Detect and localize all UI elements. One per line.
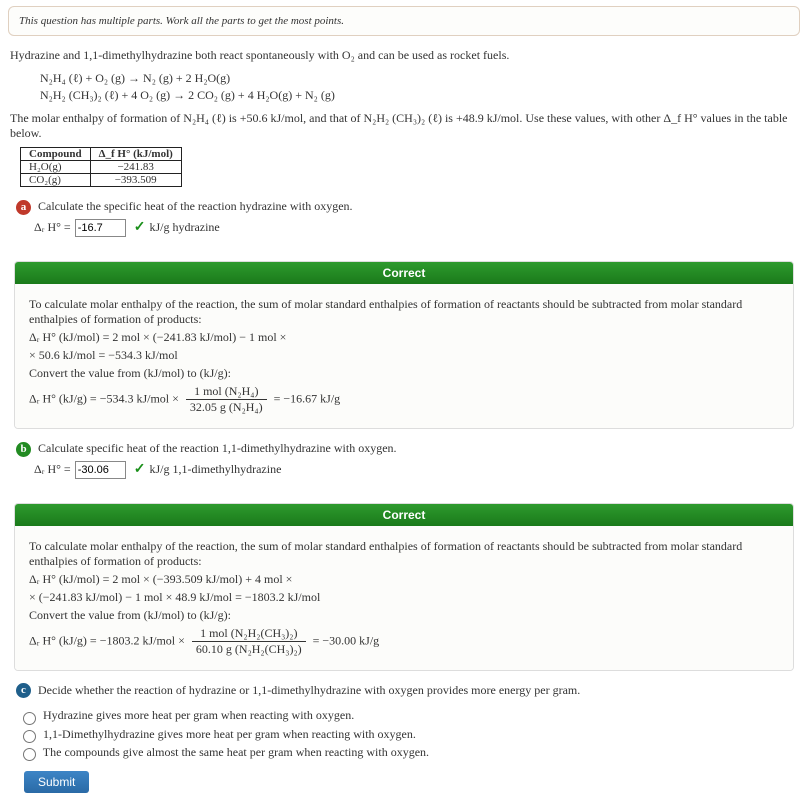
option-1-label: 1,1-Dimethylhydrazine gives more heat pe… (43, 727, 416, 741)
option-0-label: Hydrazine gives more heat per gram when … (43, 708, 354, 722)
part-b-answer-row: Δᵣ H° = ✓ kJ/g 1,1-dimethylhydrazine (34, 461, 798, 479)
delta-h-label: Δᵣ H° = (34, 462, 71, 477)
table-header-compound: Compound (21, 148, 91, 161)
feedback-b-body: To calculate molar enthalpy of the react… (15, 526, 793, 670)
table-header-value: Δ_f H° (kJ/mol) (90, 148, 181, 161)
feedback-a-eq1b: × 50.6 kJ/mol = −534.3 kJ/mol (29, 348, 779, 363)
fraction: 1 mol (N₂H₄) 32.05 g (N₂H₄) (186, 384, 267, 415)
submit-button[interactable]: Submit (24, 771, 89, 793)
frac-top: 1 mol (N₂H₂(CH₃)₂) (192, 626, 306, 642)
part-a-answer-row: Δᵣ H° = ✓ kJ/g hydrazine (34, 219, 798, 237)
eq2-right: = −16.67 kJ/g (274, 391, 341, 405)
reaction-block: N₂H₄ (ℓ) + O₂ (g) → N₂ (g) + 2 H₂O(g) N₂… (0, 71, 808, 111)
feedback-b-eq1b: × (−241.83 kJ/mol) − 1 mol × 48.9 kJ/mol… (29, 590, 779, 605)
feedback-b: Correct To calculate molar enthalpy of t… (14, 503, 794, 671)
table-cell-compound: CO₂(g) (21, 174, 91, 187)
frac-bot: 32.05 g (N₂H₄) (186, 400, 267, 415)
intro-text: Hydrazine and 1,1-dimethylhydrazine both… (0, 48, 808, 69)
table-cell-compound: H₂O(g) (21, 161, 91, 174)
reaction-1: N₂H₄ (ℓ) + O₂ (g) → N₂ (g) + 2 H₂O(g) (40, 71, 808, 86)
part-a: a Calculate the specific heat of the rea… (0, 197, 808, 251)
part-a-marker: a (16, 200, 31, 215)
frac-bot: 60.10 g (N₂H₂(CH₃)₂) (192, 642, 306, 657)
table-cell-value: −393.509 (90, 174, 181, 187)
part-b-input[interactable] (75, 461, 126, 479)
feedback-b-header: Correct (15, 504, 793, 526)
part-a-prompt: Calculate the specific heat of the react… (38, 199, 353, 213)
radio-option-2[interactable] (23, 748, 36, 761)
check-icon: ✓ (134, 461, 146, 478)
feedback-a-header: Correct (15, 262, 793, 284)
part-b: b Calculate specific heat of the reactio… (0, 439, 808, 493)
enthalpy-table-wrap: Compound Δ_f H° (kJ/mol) H₂O(g) −241.83 … (0, 147, 808, 197)
enthalpy-table: Compound Δ_f H° (kJ/mol) H₂O(g) −241.83 … (20, 147, 182, 187)
eq2-left: Δᵣ H° (kJ/g) = −534.3 kJ/mol × (29, 391, 179, 405)
feedback-b-line2: Convert the value from (kJ/mol) to (kJ/g… (29, 608, 779, 623)
molar-enthalpy-sentence: The molar enthalpy of formation of N₂H₄ … (0, 111, 808, 147)
part-b-unit: kJ/g 1,1-dimethylhydrazine (149, 462, 281, 477)
reaction-2: N₂H₂ (CH₃)₂ (ℓ) + 4 O₂ (g) → 2 CO₂ (g) +… (40, 88, 808, 103)
check-icon: ✓ (134, 219, 146, 236)
radio-option-0[interactable] (23, 712, 36, 725)
feedback-b-line1: To calculate molar enthalpy of the react… (29, 539, 779, 569)
note-text: This question has multiple parts. Work a… (19, 15, 344, 27)
frac-top: 1 mol (N₂H₄) (186, 384, 267, 400)
part-b-marker: b (16, 442, 31, 457)
part-a-input[interactable] (75, 219, 126, 237)
part-b-prompt: Calculate specific heat of the reaction … (38, 441, 397, 455)
part-c-option-0: Hydrazine gives more heat per gram when … (18, 708, 808, 724)
part-c: c Decide whether the reaction of hydrazi… (0, 681, 808, 707)
part-a-unit: kJ/g hydrazine (149, 220, 219, 235)
part-c-option-1: 1,1-Dimethylhydrazine gives more heat pe… (18, 727, 808, 743)
feedback-a-line1: To calculate molar enthalpy of the react… (29, 297, 779, 327)
table-cell-value: −241.83 (90, 161, 181, 174)
feedback-a-eq1: Δᵣ H° (kJ/mol) = 2 mol × (−241.83 kJ/mol… (29, 330, 779, 345)
eq2-left: Δᵣ H° (kJ/g) = −1803.2 kJ/mol × (29, 633, 185, 647)
delta-h-label: Δᵣ H° = (34, 220, 71, 235)
option-2-label: The compounds give almost the same heat … (43, 745, 429, 759)
feedback-a-eq2: Δᵣ H° (kJ/g) = −534.3 kJ/mol × 1 mol (N₂… (29, 384, 779, 415)
radio-option-1[interactable] (23, 730, 36, 743)
feedback-a-line2: Convert the value from (kJ/mol) to (kJ/g… (29, 366, 779, 381)
part-c-marker: c (16, 683, 31, 698)
part-c-option-2: The compounds give almost the same heat … (18, 745, 808, 761)
fraction: 1 mol (N₂H₂(CH₃)₂) 60.10 g (N₂H₂(CH₃)₂) (192, 626, 306, 657)
eq2-right: = −30.00 kJ/g (313, 633, 380, 647)
instruction-note: This question has multiple parts. Work a… (8, 6, 800, 36)
feedback-b-eq2: Δᵣ H° (kJ/g) = −1803.2 kJ/mol × 1 mol (N… (29, 626, 779, 657)
feedback-a: Correct To calculate molar enthalpy of t… (14, 261, 794, 429)
table-row: H₂O(g) −241.83 (21, 161, 182, 174)
part-c-prompt: Decide whether the reaction of hydrazine… (38, 683, 580, 697)
table-row: CO₂(g) −393.509 (21, 174, 182, 187)
feedback-a-body: To calculate molar enthalpy of the react… (15, 284, 793, 428)
feedback-b-eq1: Δᵣ H° (kJ/mol) = 2 mol × (−393.509 kJ/mo… (29, 572, 779, 587)
